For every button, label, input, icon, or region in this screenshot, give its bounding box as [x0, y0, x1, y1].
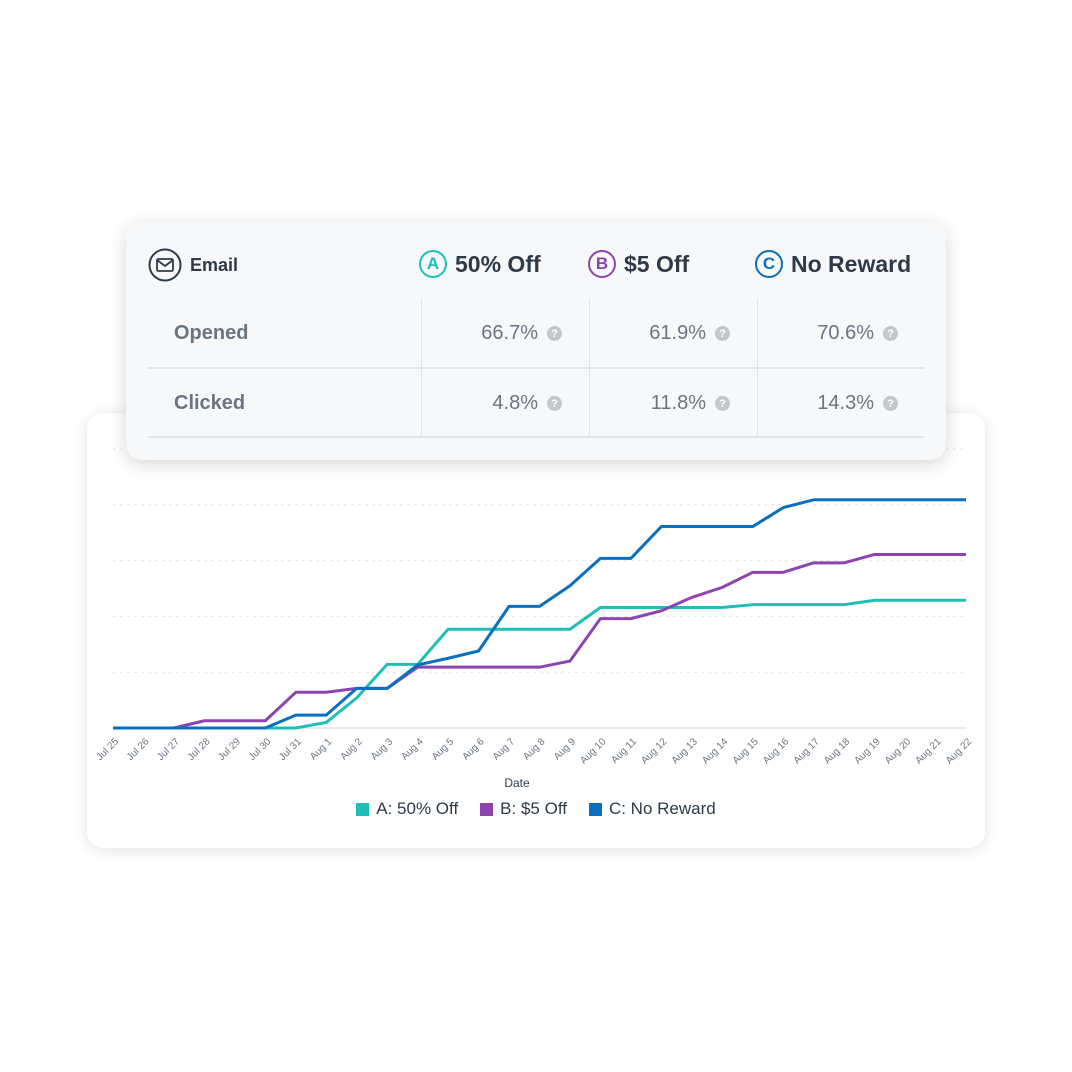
series-line-c [113, 498, 966, 730]
metric-value: 14.3% [817, 392, 874, 414]
row-divider [148, 367, 924, 369]
x-tick-label: Aug 10 [578, 736, 608, 766]
legend-item[interactable]: C: No Reward [588, 799, 716, 819]
legend-swatch [588, 802, 602, 816]
help-icon[interactable]: ? [547, 396, 562, 411]
metric-value: 66.7% [481, 322, 538, 344]
x-tick-label: Aug 8 [521, 736, 548, 763]
email-header: Email [148, 248, 238, 282]
x-tick-label: Aug 1 [308, 736, 335, 763]
metric-value: 4.8% [492, 392, 538, 414]
email-icon [148, 248, 182, 282]
variant-header-c: C No Reward [755, 250, 911, 278]
help-icon[interactable]: ? [715, 326, 730, 341]
x-tick-label: Jul 30 [247, 736, 274, 763]
x-tick-label: Aug 11 [609, 736, 639, 766]
x-tick-label: Aug 9 [552, 736, 579, 763]
legend-label: C: No Reward [608, 799, 716, 818]
variant-badge: A [419, 250, 447, 278]
legend-label: B: $5 Off [500, 799, 567, 818]
variant-header-b: B $5 Off [588, 250, 689, 278]
x-tick-label: Aug 13 [670, 736, 700, 766]
legend-item[interactable]: A: 50% Off [356, 799, 458, 819]
x-tick-label: Aug 14 [700, 736, 730, 766]
metric-value: 70.6% [817, 322, 874, 344]
variant-name: 50% Off [455, 250, 541, 277]
metric-value: 11.8% [650, 392, 706, 414]
x-tick-label: Aug 7 [491, 736, 518, 763]
variant-name: No Reward [791, 250, 912, 277]
legend-item[interactable]: B: $5 Off [480, 799, 567, 819]
x-tick-label: Aug 21 [913, 736, 943, 766]
x-tick-label: Aug 17 [792, 736, 822, 766]
x-tick-label: Aug 4 [400, 736, 427, 763]
x-tick-label: Aug 3 [369, 736, 396, 763]
x-tick-label: Aug 2 [339, 736, 366, 763]
x-tick-label: Aug 22 [944, 736, 974, 766]
legend-swatch [356, 802, 370, 816]
x-tick-label: Aug 16 [761, 736, 791, 766]
row-divider [148, 436, 924, 438]
legend-swatch [480, 802, 494, 816]
x-tick-label: Jul 25 [94, 736, 121, 763]
help-icon[interactable]: ? [715, 396, 730, 411]
help-icon[interactable]: ? [547, 326, 562, 341]
variant-badge: C [755, 250, 783, 278]
x-tick-label: Jul 31 [277, 736, 304, 763]
help-icon[interactable]: ? [883, 396, 898, 411]
x-axis-title: Date [504, 776, 530, 790]
x-tick-label: Jul 27 [155, 736, 182, 763]
x-tick-label: Jul 26 [125, 736, 152, 763]
variant-header-a: A 50% Off [419, 250, 541, 278]
results-table-card [126, 222, 946, 460]
series-line-a [113, 598, 966, 730]
x-tick-label: Jul 28 [186, 736, 213, 763]
x-tick-label: Aug 15 [731, 736, 761, 766]
metric-value: 61.9% [649, 322, 706, 344]
row-label-opened: Opened [174, 322, 249, 344]
help-icon[interactable]: ? [883, 326, 898, 341]
variant-name: $5 Off [624, 250, 690, 277]
email-label: Email [190, 254, 239, 275]
x-tick-label: Aug 18 [822, 736, 852, 766]
x-tick-label: Aug 6 [460, 736, 487, 763]
x-tick-label: Aug 12 [639, 736, 669, 766]
series-line-b [113, 552, 966, 730]
x-tick-label: Aug 19 [853, 736, 883, 766]
row-label-clicked: Clicked [174, 392, 246, 414]
x-tick-label: Jul 29 [216, 736, 243, 763]
chart-legend: A: 50% Off B: $5 Off C: No Reward [0, 799, 1072, 819]
variant-badge: B [588, 250, 616, 278]
x-tick-label: Aug 5 [430, 736, 457, 763]
legend-label: A: 50% Off [376, 799, 459, 818]
x-tick-label: Aug 20 [883, 736, 913, 766]
